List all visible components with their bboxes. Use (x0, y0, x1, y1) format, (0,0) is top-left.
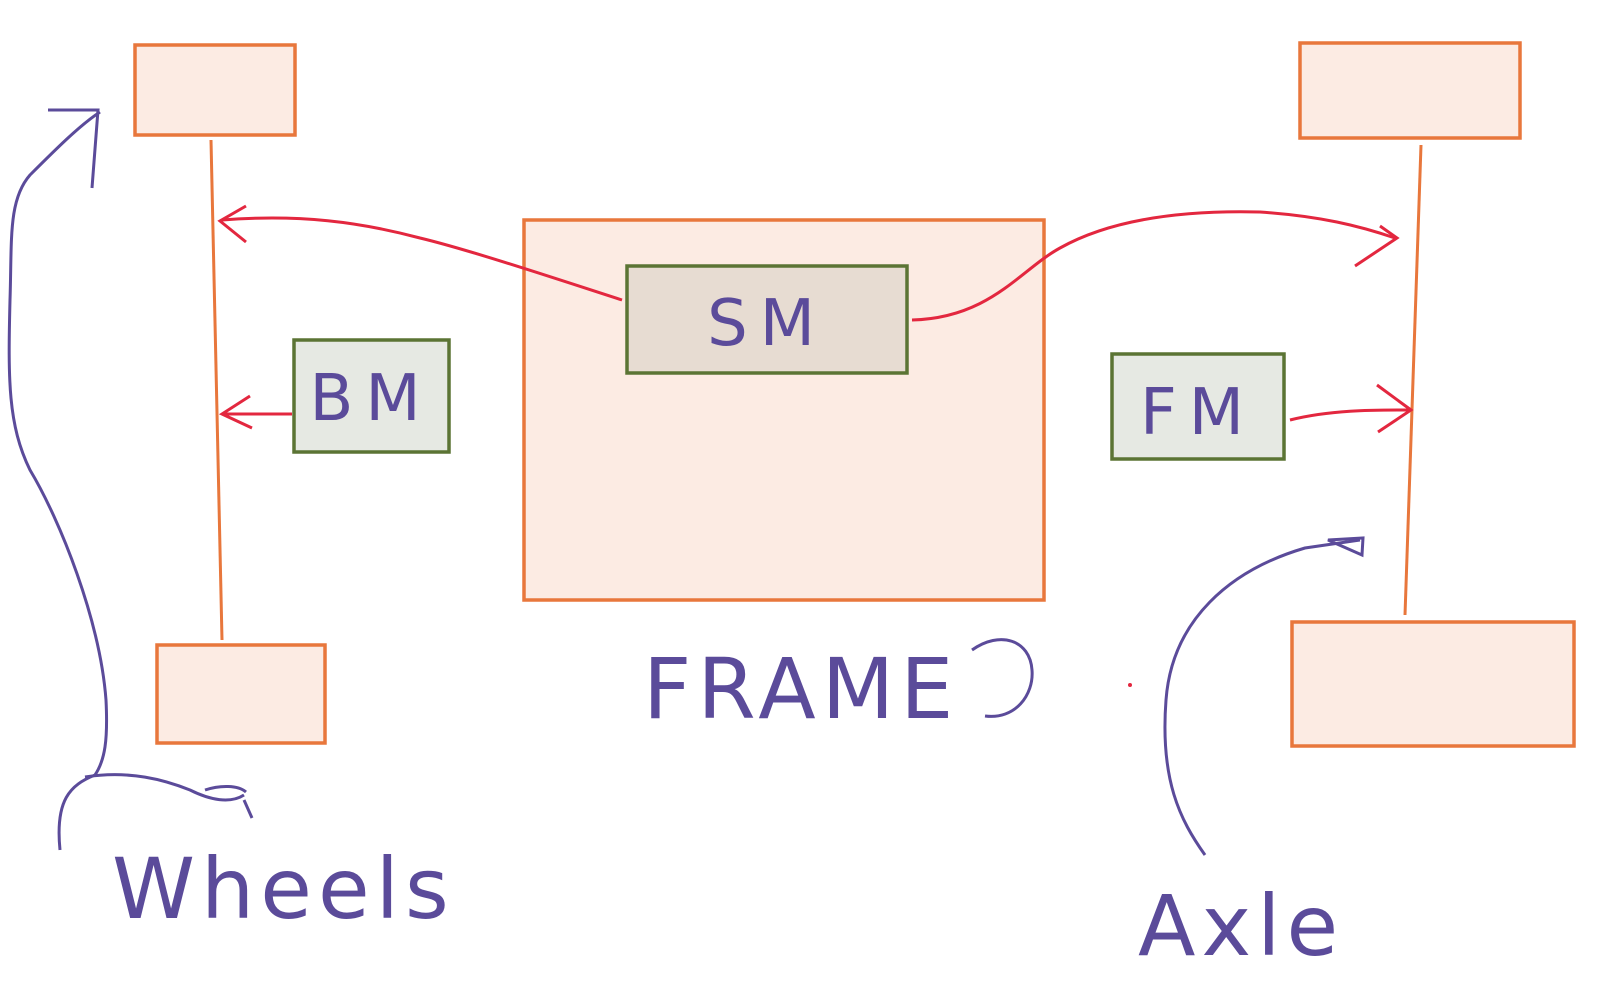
arrowhead-bm (218, 394, 253, 430)
axle-label: Axle (1138, 877, 1344, 975)
arrowhead-fm (1376, 383, 1414, 434)
wheels-pointer-line (7, 110, 109, 851)
axle-pointer-line (1163, 538, 1361, 856)
frame-label: FRAME (643, 640, 959, 738)
bm-label: BM (309, 362, 432, 436)
fm-box (1110, 352, 1286, 461)
arrowhead-sm-right (1354, 224, 1400, 268)
left-bottom-wheel (155, 643, 327, 745)
stray-dot (1128, 683, 1132, 687)
axle-pointer-head (1327, 536, 1365, 558)
frame-label-mark (971, 638, 1034, 718)
sm-box (625, 264, 909, 375)
bm-box (292, 338, 451, 454)
wheels-label: Wheels (112, 840, 455, 938)
left-top-wheel (133, 43, 297, 137)
arrow-sm-to-right-axle (911, 210, 1396, 322)
left-axle (209, 139, 224, 641)
wheels-pointer-head (48, 108, 100, 189)
arrowhead-sm-left (217, 204, 247, 244)
right-top-wheel (1298, 41, 1522, 140)
arrow-sm-to-left-axle (221, 216, 623, 302)
right-bottom-wheel (1290, 620, 1576, 748)
sm-label: SM (707, 287, 827, 361)
wheels-pointer-tail (84, 773, 254, 819)
fm-label: FM (1140, 376, 1256, 450)
arrow-fm-to-right-axle (1289, 408, 1411, 422)
right-axle (1403, 144, 1423, 616)
